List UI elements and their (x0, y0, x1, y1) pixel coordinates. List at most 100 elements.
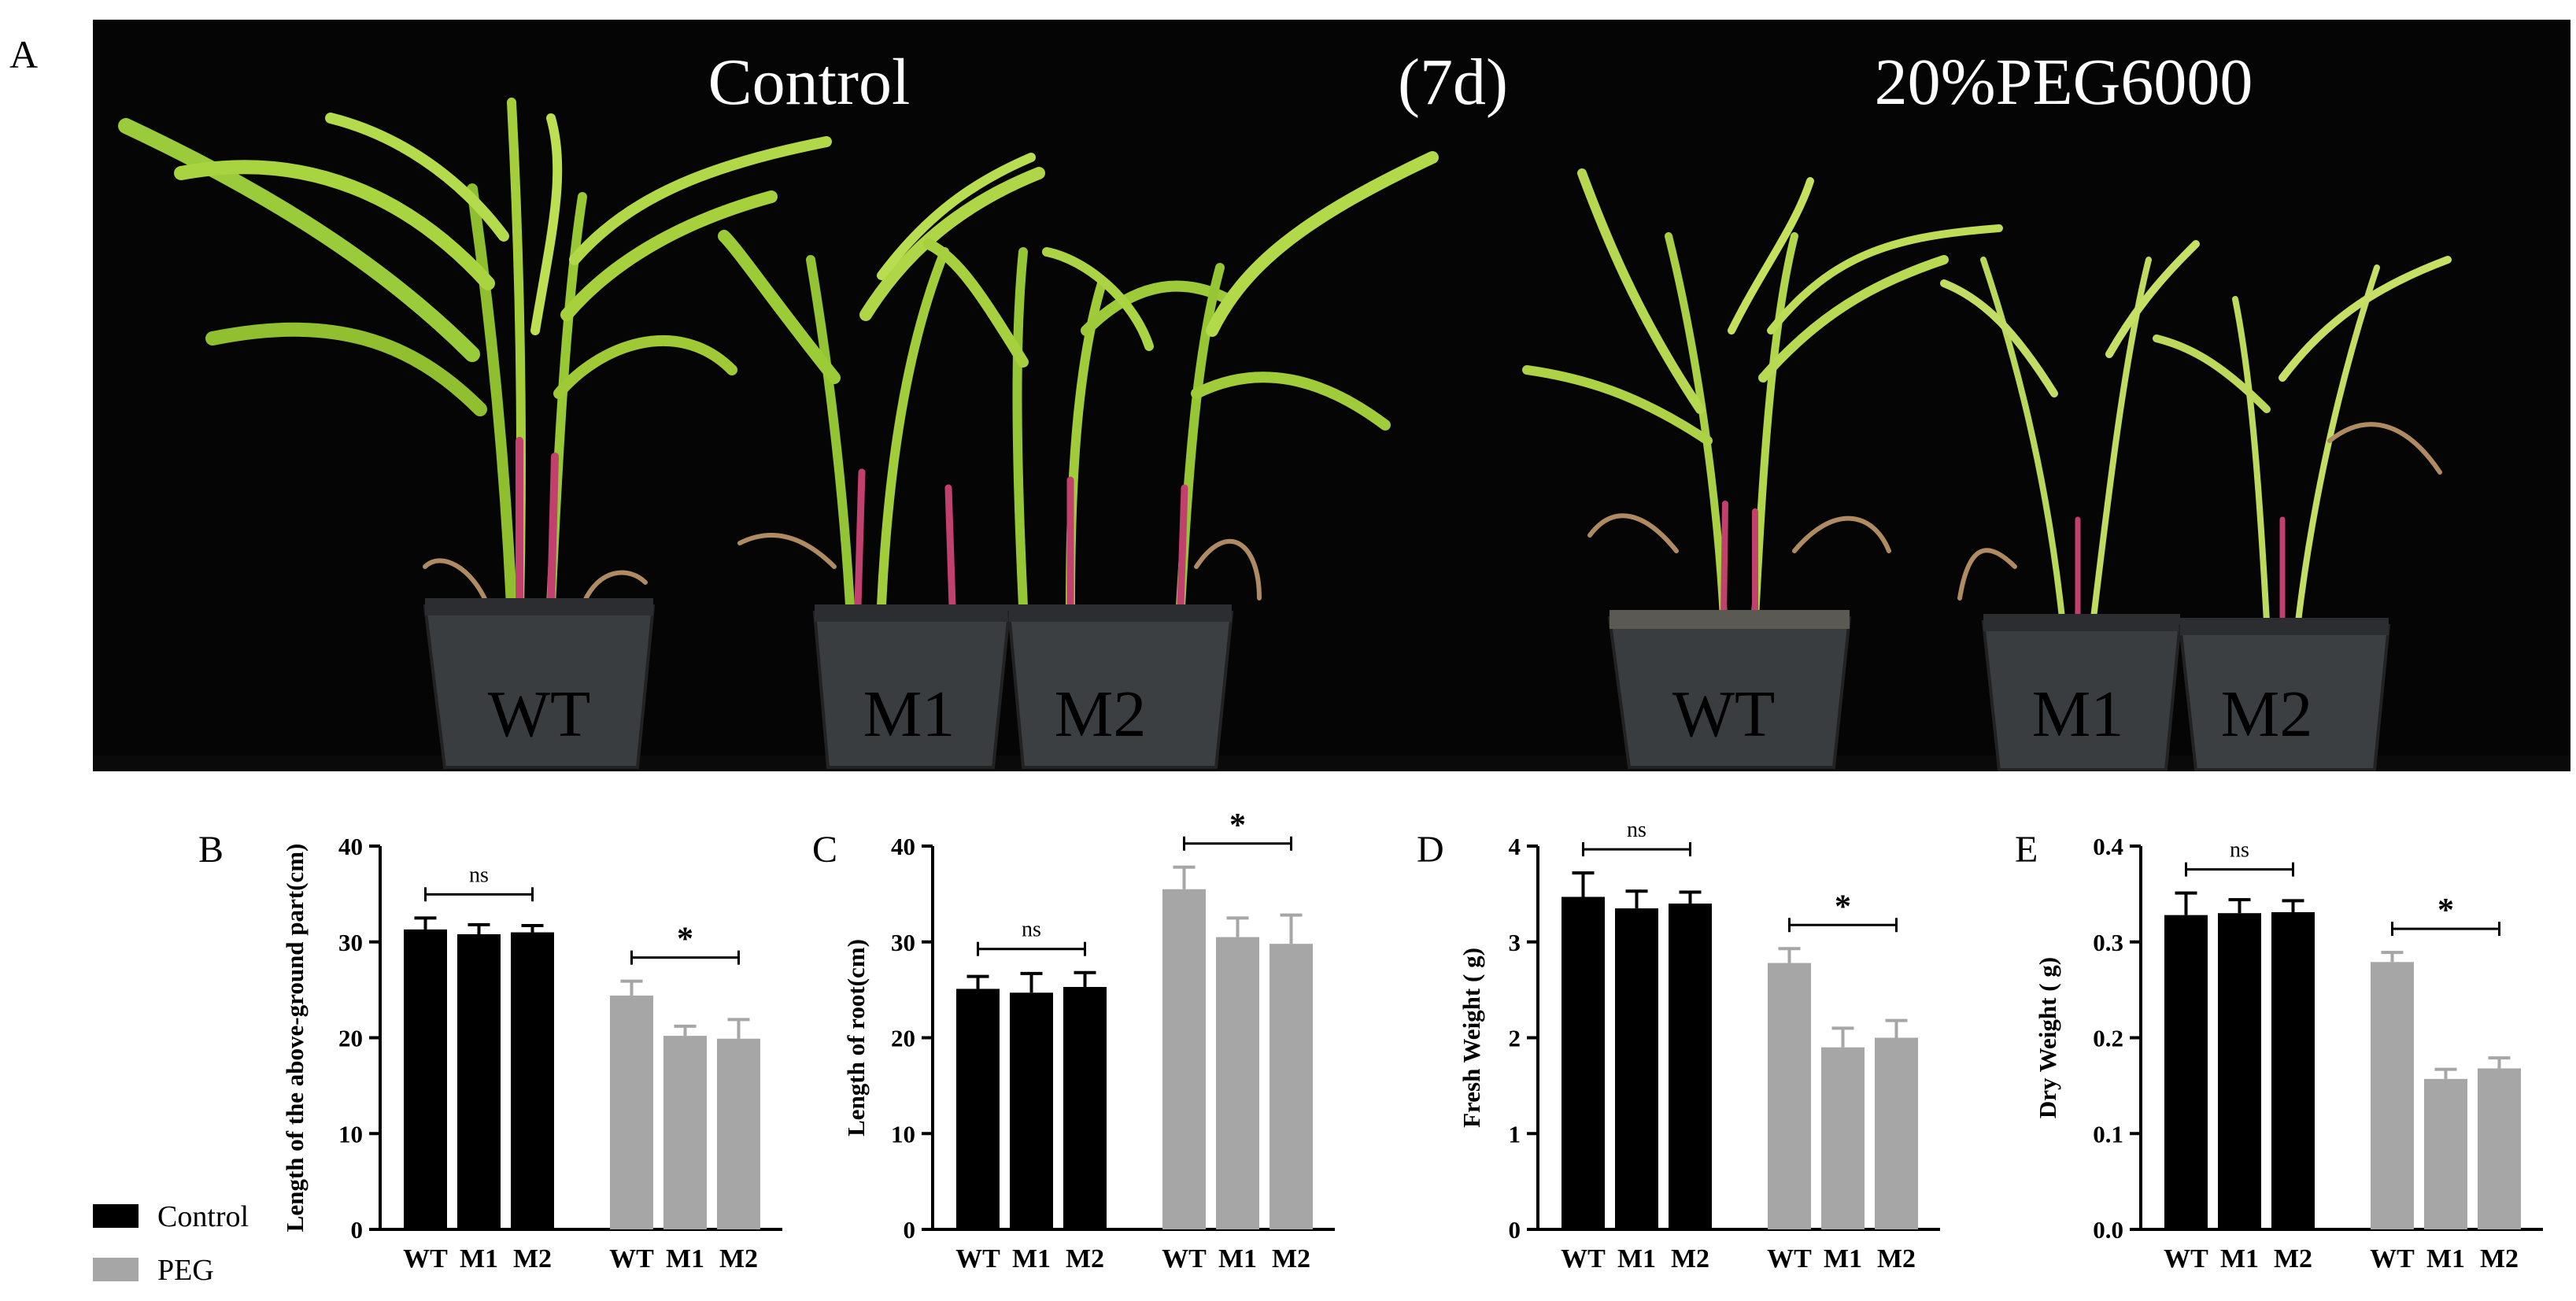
panel-a-photo: A (9, 20, 2570, 771)
pot-label-peg-m1: M1 (2032, 678, 2124, 751)
significance-label: ns (1627, 818, 1646, 842)
legend: Control PEG (93, 1200, 249, 1287)
x-tick-label: M1 (2426, 1244, 2465, 1273)
x-tick-label: M2 (1066, 1244, 1104, 1273)
y-axis-label: Length of root(cm) (842, 939, 870, 1137)
panel-letter: D (1417, 829, 1444, 870)
x-tick-label: M2 (719, 1244, 758, 1273)
bar-peg (717, 1038, 760, 1229)
x-tick-label: M2 (1272, 1244, 1310, 1273)
plant-wt-peg (1522, 168, 2003, 622)
control-plants (118, 98, 1439, 612)
legend-label-peg: PEG (157, 1254, 214, 1287)
x-tick-label: M1 (1218, 1244, 1257, 1273)
x-tick-label: M1 (1824, 1244, 1862, 1273)
y-tick-label: 2 (1509, 1025, 1521, 1052)
y-axis-label: Dry Weight ( g) (2034, 957, 2061, 1118)
x-tick-label: M1 (460, 1244, 498, 1273)
pot-label-control-m2: M2 (1055, 678, 1147, 751)
photo-title-control: Control (708, 46, 911, 119)
bar-control (404, 929, 447, 1229)
y-tick-label: 0.2 (2093, 1025, 2123, 1052)
y-tick-label: 4 (1509, 833, 1521, 860)
bar-peg (1875, 1037, 1918, 1229)
bar-control (1669, 904, 1712, 1229)
bar-peg (1216, 937, 1259, 1229)
y-tick-label: 0.0 (2093, 1216, 2123, 1244)
chart-panel-b: B Length of the above-ground part(cm) 0 10 2… (198, 829, 782, 1273)
chart-panel-e: E Dry Weight ( g) 0.0 0.1 0.2 0.3 0.4 WT M1 M2 WT M… (2015, 829, 2543, 1273)
y-axis-label: Fresh Weight ( g) (1458, 948, 1485, 1128)
bar-control (1063, 986, 1107, 1229)
pot-label-peg-m2: M2 (2221, 678, 2313, 751)
significance-label: * (1835, 889, 1851, 925)
x-tick-label: WT (955, 1244, 1000, 1273)
x-tick-label: M2 (513, 1244, 552, 1273)
bar-peg (1821, 1047, 1865, 1229)
bar-control (956, 989, 1000, 1229)
panel-letter: B (198, 829, 224, 870)
y-tick-label: 0.4 (2093, 833, 2123, 860)
y-tick-label: 40 (338, 833, 363, 860)
plant-wt-control (118, 98, 832, 612)
x-tick-label: M2 (2480, 1244, 2519, 1273)
x-tick-label: WT (1162, 1244, 1207, 1273)
bar-control (2218, 913, 2261, 1229)
x-tick-label: WT (2370, 1244, 2415, 1273)
bar-peg (2424, 1078, 2467, 1229)
photo-title-peg: 20%PEG6000 (1875, 46, 2253, 119)
plant-m1-m2-peg (1940, 240, 2452, 625)
y-tick-label: 0 (1509, 1216, 1521, 1244)
bar-peg (2371, 962, 2414, 1229)
photo-title-duration: (7d) (1398, 46, 1508, 119)
bar-control (1010, 992, 1053, 1229)
bar-peg (1162, 889, 1206, 1229)
bar-peg (663, 1036, 707, 1229)
y-tick-label: 30 (891, 929, 915, 956)
pot-label-peg-wt: WT (1672, 678, 1776, 751)
y-tick-label: 0.3 (2093, 929, 2123, 956)
significance-label: ns (2230, 838, 2249, 863)
plant-m1-m2-control (718, 151, 1439, 611)
bar-peg (1270, 944, 1313, 1229)
x-tick-label: M2 (1877, 1244, 1916, 1273)
panel-letter: E (2015, 829, 2038, 870)
significance-label: ns (469, 863, 489, 887)
x-tick-label: M1 (2220, 1244, 2259, 1273)
control-pots: WT M1 M2 (423, 598, 1234, 769)
bar-control (457, 934, 501, 1229)
x-tick-label: WT (1561, 1244, 1606, 1273)
chart-panel-d: D Fresh Weight ( g) 0 1 2 3 4 WT M1 M2 WT M1 M2 ns * (1417, 818, 1940, 1273)
pot-label-control-wt: WT (488, 678, 591, 751)
legend-swatch-control (93, 1204, 139, 1228)
y-tick-label: 1 (1509, 1120, 1521, 1148)
x-tick-label: M1 (666, 1244, 704, 1273)
x-tick-label: M2 (2274, 1244, 2312, 1273)
x-tick-label: WT (403, 1244, 448, 1273)
bar-control (511, 932, 554, 1229)
y-tick-label: 20 (338, 1025, 363, 1052)
y-tick-label: 0 (904, 1216, 916, 1244)
x-tick-label: WT (609, 1244, 654, 1273)
significance-label: * (677, 922, 693, 958)
chart-panel-c: C Length of root(cm) 0 10 20 30 40 WT M1 M2 WT M1 M2… (812, 808, 1335, 1273)
pot-label-control-m1: M1 (863, 678, 955, 751)
bar-peg (2478, 1068, 2521, 1229)
panel-letter: C (812, 829, 837, 870)
photo-ground (93, 756, 2570, 771)
bar-control (1615, 908, 1658, 1229)
y-tick-label: 0 (351, 1216, 364, 1244)
y-tick-label: 0.1 (2093, 1120, 2123, 1148)
x-tick-label: WT (2164, 1244, 2208, 1273)
bar-peg (1768, 963, 1811, 1229)
x-tick-label: M1 (1617, 1244, 1656, 1273)
y-tick-label: 3 (1509, 929, 1521, 956)
y-tick-label: 10 (891, 1120, 915, 1148)
panel-a-letter: A (9, 32, 38, 76)
peg-plants (1522, 168, 2452, 625)
x-tick-label: M2 (1671, 1244, 1709, 1273)
y-tick-label: 20 (891, 1025, 915, 1052)
significance-label: * (1229, 808, 1246, 844)
y-axis-label: Length of the above-ground part(cm) (281, 844, 309, 1233)
